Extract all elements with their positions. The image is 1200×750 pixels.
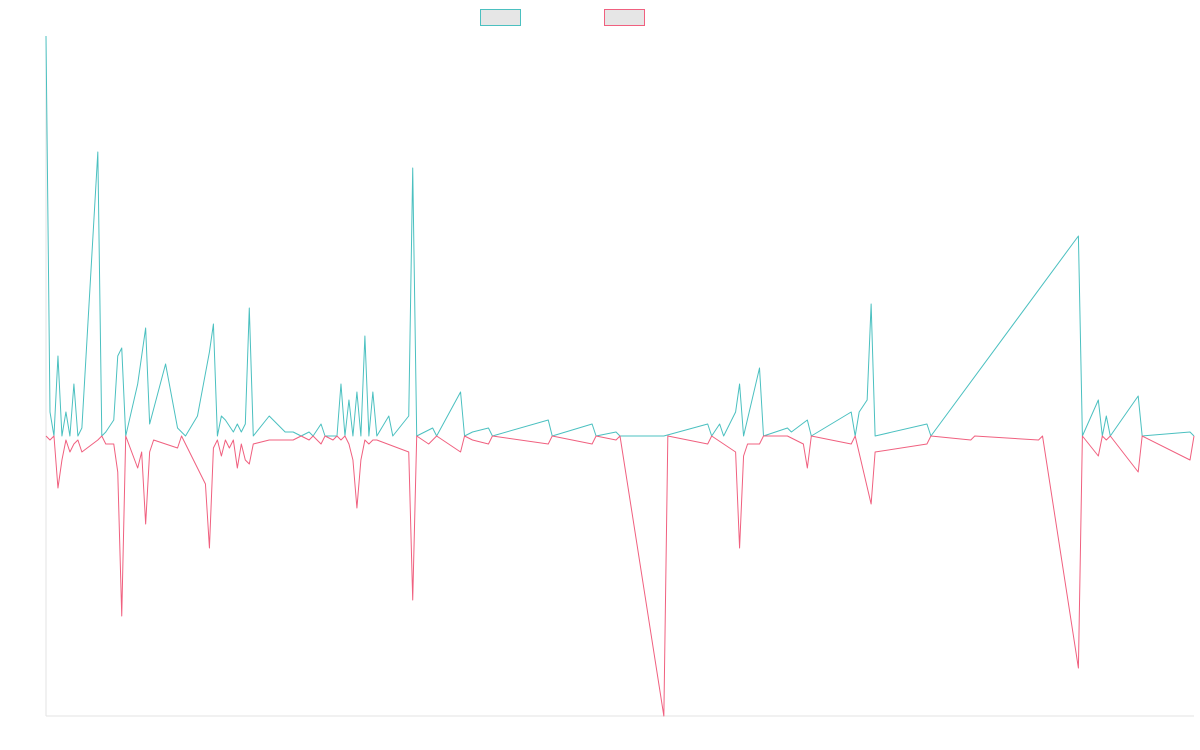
legend-swatch-2[interactable] — [604, 9, 645, 26]
series-layer — [45, 35, 1195, 717]
axes — [45, 36, 1194, 717]
series-line-2 — [45, 435, 1195, 717]
series-line-1 — [45, 35, 1195, 437]
legend-swatch-1[interactable] — [480, 9, 521, 26]
legend — [480, 9, 645, 26]
